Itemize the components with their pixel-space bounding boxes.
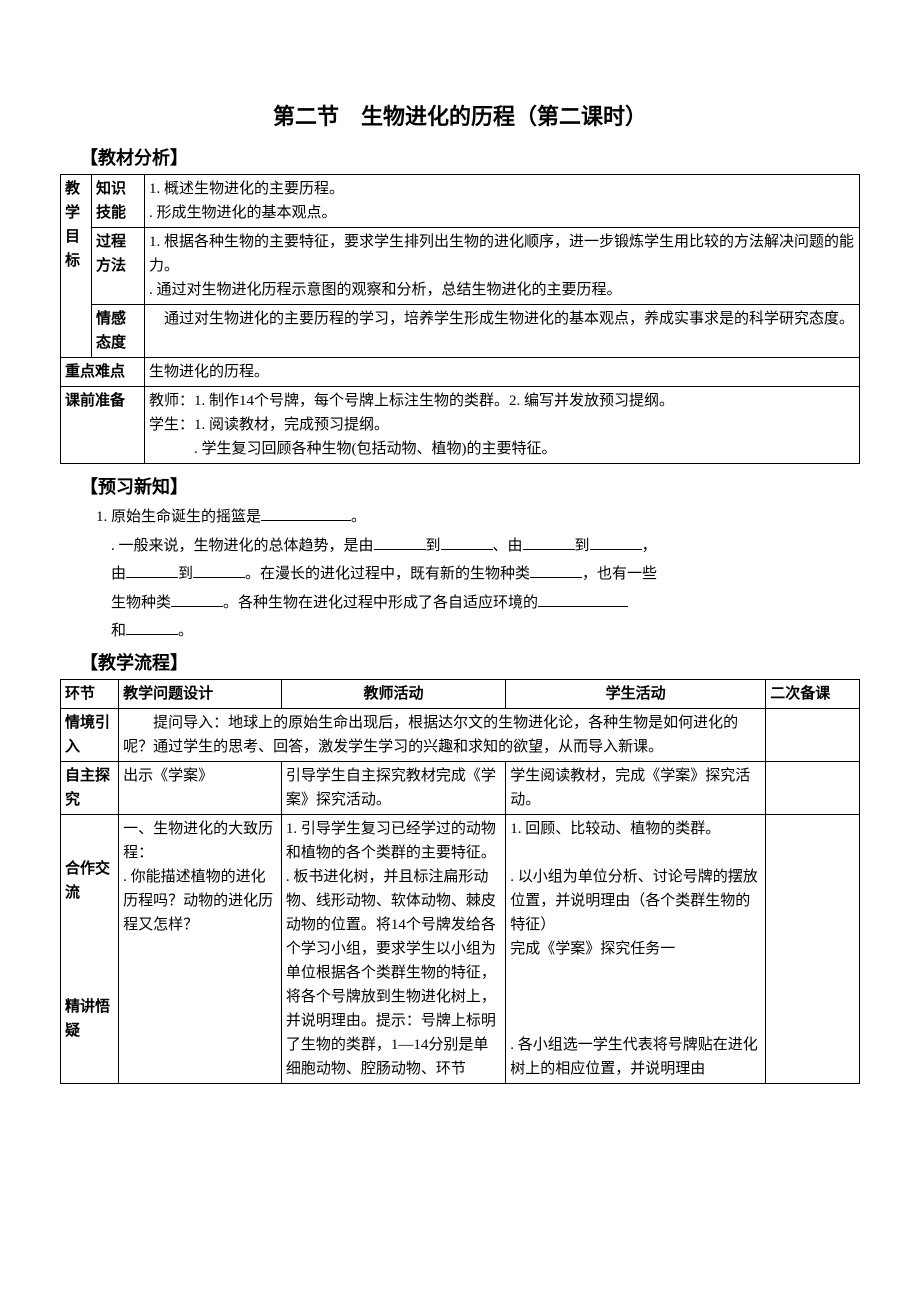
flow-header: 教师活动: [281, 679, 505, 708]
emotion-cell: 通过对生物进化的主要历程的学习，培养学生形成生物进化的基本观点，养成实事求是的科…: [145, 305, 860, 358]
col-keydiff: 重点难点: [61, 358, 145, 387]
section-flow-head: 【教学流程】: [80, 650, 860, 677]
text-line: 1. 概述生物进化的主要历程。: [149, 177, 855, 201]
preview-line: . 一般来说，生物进化的总体趋势，是由 到 、由 到 ，: [96, 532, 860, 561]
col-prep: 课前准备: [61, 387, 145, 464]
text: 。在漫长的进化过程中，既有新的生物种类: [245, 566, 530, 582]
flow-notes: [766, 814, 860, 1083]
text: 、由: [493, 538, 523, 554]
blank: [126, 562, 178, 578]
flow-cell: 引导学生自主探究教材完成《学案》探究活动。: [281, 761, 505, 814]
text: . 一般来说，生物进化的总体趋势，是由: [96, 538, 374, 554]
text-line: 教师：1. 制作14个号牌，每个号牌上标注生物的类群。2. 编写并发放预习提纲。: [149, 389, 855, 413]
table-row: 教学目标 知识技能 1. 概述生物进化的主要历程。 . 形成生物进化的基本观点。: [61, 175, 860, 228]
blank: [374, 534, 426, 550]
page-title: 第二节 生物进化的历程（第二课时）: [60, 100, 860, 133]
flow-notes: [766, 708, 860, 761]
text: 。: [178, 623, 193, 639]
blank: [261, 505, 351, 521]
flow-table: 环节 教学问题设计 教师活动 学生活动 二次备课 情境引入 提问导入：地球上的原…: [60, 679, 860, 1084]
col-knowledge: 知识技能: [92, 175, 145, 228]
text: 。: [351, 509, 366, 525]
blank: [126, 619, 178, 635]
col-process: 过程方法: [92, 228, 145, 305]
col-goals: 教学目标: [61, 175, 92, 358]
text: 合作交流: [65, 857, 114, 905]
table-row: 课前准备 教师：1. 制作14个号牌，每个号牌上标注生物的类群。2. 编写并发放…: [61, 387, 860, 464]
text: 1. 原始生命诞生的摇篮是: [96, 509, 261, 525]
section-preview-head: 【预习新知】: [80, 474, 860, 501]
text: 生物种类: [96, 595, 171, 611]
flow-stage-coop: 合作交流 精讲悟疑: [61, 814, 119, 1083]
analysis-table: 教学目标 知识技能 1. 概述生物进化的主要历程。 . 形成生物进化的基本观点。…: [60, 174, 860, 464]
flow-header: 教学问题设计: [119, 679, 282, 708]
prep-cell: 教师：1. 制作14个号牌，每个号牌上标注生物的类群。2. 编写并发放预习提纲。…: [145, 387, 860, 464]
flow-intro-content: 提问导入：地球上的原始生命出现后，根据达尔文的生物进化论，各种生物是如何进化的呢…: [119, 708, 766, 761]
text: 到: [178, 566, 193, 582]
flow-cell: 一、生物进化的大致历程： . 你能描述植物的进化历程吗？动物的进化历程又怎样？: [119, 814, 282, 1083]
preview-line: 生物种类 。各种生物在进化过程中形成了各自适应环境的: [96, 589, 860, 618]
preview-body: 1. 原始生命诞生的摇篮是。 . 一般来说，生物进化的总体趋势，是由到、由到， …: [96, 503, 860, 646]
text: 由: [96, 566, 126, 582]
text-line: 学生：1. 阅读教材，完成预习提纲。: [149, 413, 855, 437]
preview-line: 和。: [96, 617, 860, 646]
text-line: . 通过对生物进化历程示意图的观察和分析，总结生物进化的主要历程。: [149, 278, 855, 302]
blank: [193, 562, 245, 578]
text-line: 通过对生物进化的主要历程的学习，培养学生形成生物进化的基本观点，养成实事求是的科…: [149, 307, 855, 331]
keydiff-cell: 生物进化的历程。: [145, 358, 860, 387]
text: 和: [96, 623, 126, 639]
flow-stage-self: 自主探究: [61, 761, 119, 814]
table-row: 环节 教学问题设计 教师活动 学生活动 二次备课: [61, 679, 860, 708]
text: 到: [575, 538, 590, 554]
table-row: 自主探究 出示《学案》 引导学生自主探究教材完成《学案》探究活动。 学生阅读教材…: [61, 761, 860, 814]
preview-line: 1. 原始生命诞生的摇篮是 。: [96, 503, 860, 532]
flow-header: 二次备课: [766, 679, 860, 708]
table-row: 过程方法 1. 根据各种生物的主要特征，要求学生排列出生物的进化顺序，进一步锻炼…: [61, 228, 860, 305]
table-row: 合作交流 精讲悟疑 一、生物进化的大致历程： . 你能描述植物的进化历程吗？动物…: [61, 814, 860, 1083]
blank: [538, 591, 628, 607]
text: ，: [642, 538, 657, 554]
text: 精讲悟疑: [65, 995, 114, 1043]
section-analysis-head: 【教材分析】: [80, 145, 860, 172]
flow-notes: [766, 761, 860, 814]
text-line: . 形成生物进化的基本观点。: [149, 201, 855, 225]
flow-header: 环节: [61, 679, 119, 708]
blank: [441, 534, 493, 550]
process-cell: 1. 根据各种生物的主要特征，要求学生排列出生物的进化顺序，进一步锻炼学生用比较…: [145, 228, 860, 305]
flow-cell: 1. 引导学生复习已经学过的动物和植物的各个类群的主要特征。 . 板书进化树，并…: [281, 814, 505, 1083]
blank: [171, 591, 223, 607]
table-row: 重点难点 生物进化的历程。: [61, 358, 860, 387]
text-line: 1. 根据各种生物的主要特征，要求学生排列出生物的进化顺序，进一步锻炼学生用比较…: [149, 230, 855, 278]
flow-cell: 1. 回顾、比较动、植物的类群。 . 以小组为单位分析、讨论号牌的摆放位置，并说…: [506, 814, 766, 1083]
blank: [590, 534, 642, 550]
col-emotion: 情感态度: [92, 305, 145, 358]
knowledge-cell: 1. 概述生物进化的主要历程。 . 形成生物进化的基本观点。: [145, 175, 860, 228]
text: 。各种生物在进化过程中形成了各自适应环境的: [223, 595, 538, 611]
table-row: 情境引入 提问导入：地球上的原始生命出现后，根据达尔文的生物进化论，各种生物是如…: [61, 708, 860, 761]
preview-line: 由 到 。在漫长的进化过程中，既有新的生物种类 ，也有一些: [96, 560, 860, 589]
flow-cell: 学生阅读教材，完成《学案》探究活动。: [506, 761, 766, 814]
text: ，也有一些: [582, 566, 657, 582]
table-row: 情感态度 通过对生物进化的主要历程的学习，培养学生形成生物进化的基本观点，养成实…: [61, 305, 860, 358]
blank: [530, 562, 582, 578]
text-line: . 学生复习回顾各种生物(包括动物、植物)的主要特征。: [149, 437, 855, 461]
flow-stage-intro: 情境引入: [61, 708, 119, 761]
flow-cell: 出示《学案》: [119, 761, 282, 814]
blank: [523, 534, 575, 550]
flow-header: 学生活动: [506, 679, 766, 708]
text: 到: [426, 538, 441, 554]
